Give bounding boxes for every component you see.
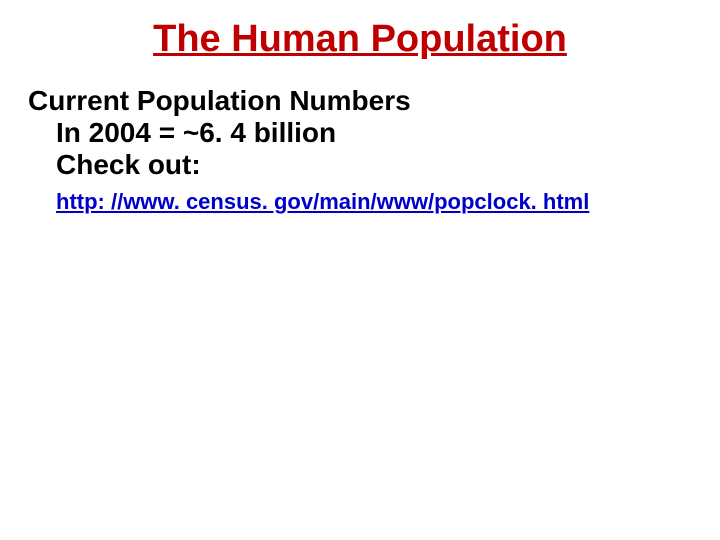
subtitle-text: Current Population Numbers (28, 85, 700, 117)
slide-title: The Human Population (20, 18, 700, 61)
body-line-1: In 2004 = ~6. 4 billion (56, 117, 700, 149)
body-line-2: Check out: (56, 149, 700, 181)
slide-container: The Human Population Current Population … (0, 0, 720, 540)
link-text[interactable]: http: //www. census. gov/main/www/popclo… (56, 189, 700, 215)
